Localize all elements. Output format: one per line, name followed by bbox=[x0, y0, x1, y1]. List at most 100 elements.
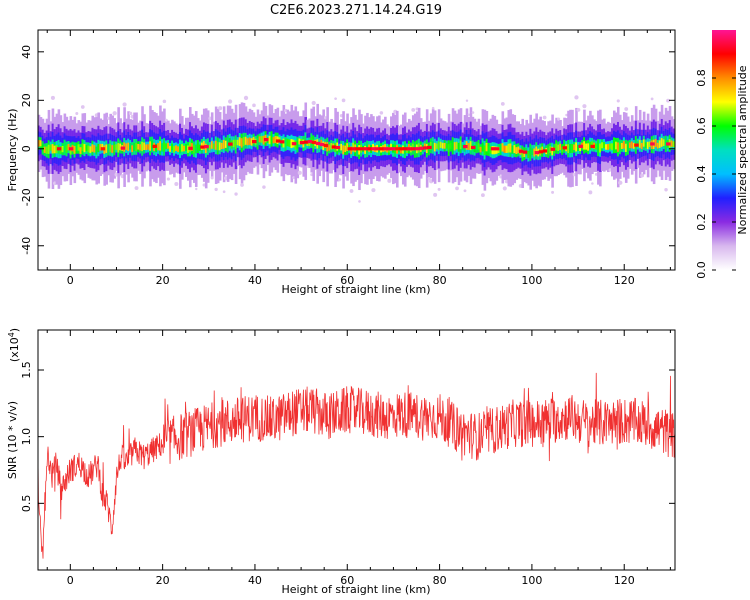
spectrogram-cell bbox=[228, 138, 232, 147]
snr-series-line bbox=[38, 372, 675, 559]
spectrogram-cell bbox=[469, 141, 473, 151]
spectrogram-ytick-label: 20 bbox=[20, 93, 33, 107]
spectrogram-peak bbox=[387, 147, 392, 151]
spectrogram-peak bbox=[470, 145, 476, 150]
spectrogram-cell bbox=[137, 143, 140, 150]
spectrogram-cell bbox=[91, 144, 95, 152]
spectrogram-cell bbox=[97, 143, 101, 153]
colorbar-label: Normalized spectral amplitude bbox=[736, 65, 749, 234]
spectrogram-cell bbox=[449, 143, 453, 149]
spectrogram-peak bbox=[120, 146, 126, 150]
spectrogram-peak bbox=[462, 145, 468, 149]
spectrogram-speckle bbox=[210, 176, 214, 180]
spectrogram-speckle bbox=[234, 192, 238, 196]
spectrogram-xtick-label: 20 bbox=[156, 274, 170, 287]
spectrogram-cell bbox=[346, 143, 349, 152]
spectrogram-peak bbox=[351, 147, 357, 151]
spectrogram-cell bbox=[612, 141, 616, 150]
spectrogram-peak bbox=[419, 146, 424, 150]
spectrogram-cell bbox=[125, 143, 128, 150]
spectrogram-speckle bbox=[556, 117, 561, 121]
spectrogram-cell bbox=[41, 144, 45, 152]
spectrogram-cell bbox=[485, 142, 489, 152]
spectrogram-cell bbox=[511, 145, 515, 154]
spectrogram-peak bbox=[311, 140, 317, 144]
spectrogram-cell bbox=[85, 145, 89, 152]
spectrogram-cell bbox=[296, 140, 300, 149]
spectrogram-cell bbox=[173, 146, 176, 153]
spectrogram-cell bbox=[256, 138, 260, 146]
spectrogram-cell bbox=[571, 143, 574, 153]
spectrogram-cell bbox=[51, 144, 55, 154]
spectrogram-cell bbox=[177, 146, 180, 152]
spectrogram-cell bbox=[196, 143, 200, 150]
spectrogram-peak bbox=[359, 147, 364, 151]
spectrogram-cell bbox=[280, 139, 284, 148]
spectrogram-ytick-label: -40 bbox=[20, 237, 33, 255]
spectrogram-peak bbox=[650, 142, 655, 146]
snr-frame bbox=[37, 329, 676, 571]
spectrogram-cell bbox=[234, 139, 238, 150]
spectrogram-peak bbox=[634, 143, 639, 147]
spectrogram-speckle bbox=[616, 99, 620, 103]
spectrogram-peak bbox=[550, 147, 556, 151]
spectrogram-cell bbox=[171, 143, 174, 150]
snr-xtick-label: 100 bbox=[521, 574, 542, 587]
snr-xtick-label: 40 bbox=[248, 574, 262, 587]
spectrogram-peak bbox=[251, 140, 257, 144]
spectrogram-peak bbox=[355, 147, 360, 151]
spectrogram-cell bbox=[573, 144, 576, 151]
spectrogram-cell bbox=[169, 145, 172, 152]
spectrogram-cell bbox=[551, 146, 554, 156]
spectrogram-cell bbox=[585, 143, 588, 150]
spectrogram-cell bbox=[628, 142, 632, 149]
spectrogram-cell bbox=[181, 144, 184, 152]
spectrogram-speckle bbox=[174, 182, 179, 187]
spectrogram-cell bbox=[535, 146, 538, 156]
spectrogram-speckle bbox=[411, 108, 416, 112]
spectrogram-cell bbox=[591, 141, 594, 149]
spectrogram-cell bbox=[69, 146, 73, 155]
spectrogram-peak bbox=[407, 147, 412, 151]
spectrogram-cell bbox=[513, 145, 517, 154]
spectrogram-speckle bbox=[551, 190, 555, 194]
spectrogram-cell bbox=[499, 146, 503, 153]
colorbar-tick-label: 0.6 bbox=[695, 117, 708, 135]
spectrogram-cell bbox=[145, 144, 148, 151]
spectrogram-xtick-label: 40 bbox=[248, 274, 262, 287]
spectrogram-cell bbox=[185, 143, 188, 151]
spectrogram-speckle bbox=[618, 180, 623, 185]
spectrogram-cell bbox=[328, 144, 331, 151]
spectrogram-cell bbox=[75, 145, 79, 151]
spectrogram-cell bbox=[658, 140, 662, 148]
spectrogram-cell bbox=[601, 142, 604, 149]
spectrogram-speckle bbox=[574, 95, 579, 100]
spectrogram-cell bbox=[101, 143, 104, 151]
spectrogram-peak bbox=[152, 144, 157, 148]
spectrogram-peak bbox=[363, 147, 368, 151]
spectrogram-cell bbox=[622, 140, 626, 149]
spectrogram-cell bbox=[587, 143, 590, 151]
spectrogram-speckle bbox=[50, 95, 55, 100]
spectrogram-cell bbox=[248, 137, 252, 145]
spectrogram-speckle bbox=[433, 192, 438, 197]
spectrogram-peak bbox=[666, 142, 671, 146]
spectrogram-cell bbox=[133, 142, 136, 151]
spectrogram-peak bbox=[291, 142, 297, 146]
spectrogram-peak bbox=[375, 147, 380, 151]
spectrogram-speckle bbox=[471, 111, 475, 114]
spectrogram-cell bbox=[579, 144, 582, 152]
spectrogram-cell bbox=[43, 146, 47, 153]
colorbar-tick-label: 0.0 bbox=[695, 261, 708, 279]
spectrogram-cell bbox=[216, 141, 220, 151]
spectrogram-cell bbox=[630, 141, 634, 149]
spectrogram-cell bbox=[270, 134, 274, 143]
snr-xlabel: Height of straight line (km) bbox=[281, 583, 430, 596]
spectrogram-speckle bbox=[502, 186, 507, 191]
spectrogram-speckle bbox=[650, 97, 654, 101]
spectrogram-cell bbox=[557, 144, 560, 151]
spectrogram-cell bbox=[222, 139, 226, 149]
spectrogram-xtick-label: 0 bbox=[67, 274, 74, 287]
spectrogram-speckle bbox=[664, 187, 668, 192]
